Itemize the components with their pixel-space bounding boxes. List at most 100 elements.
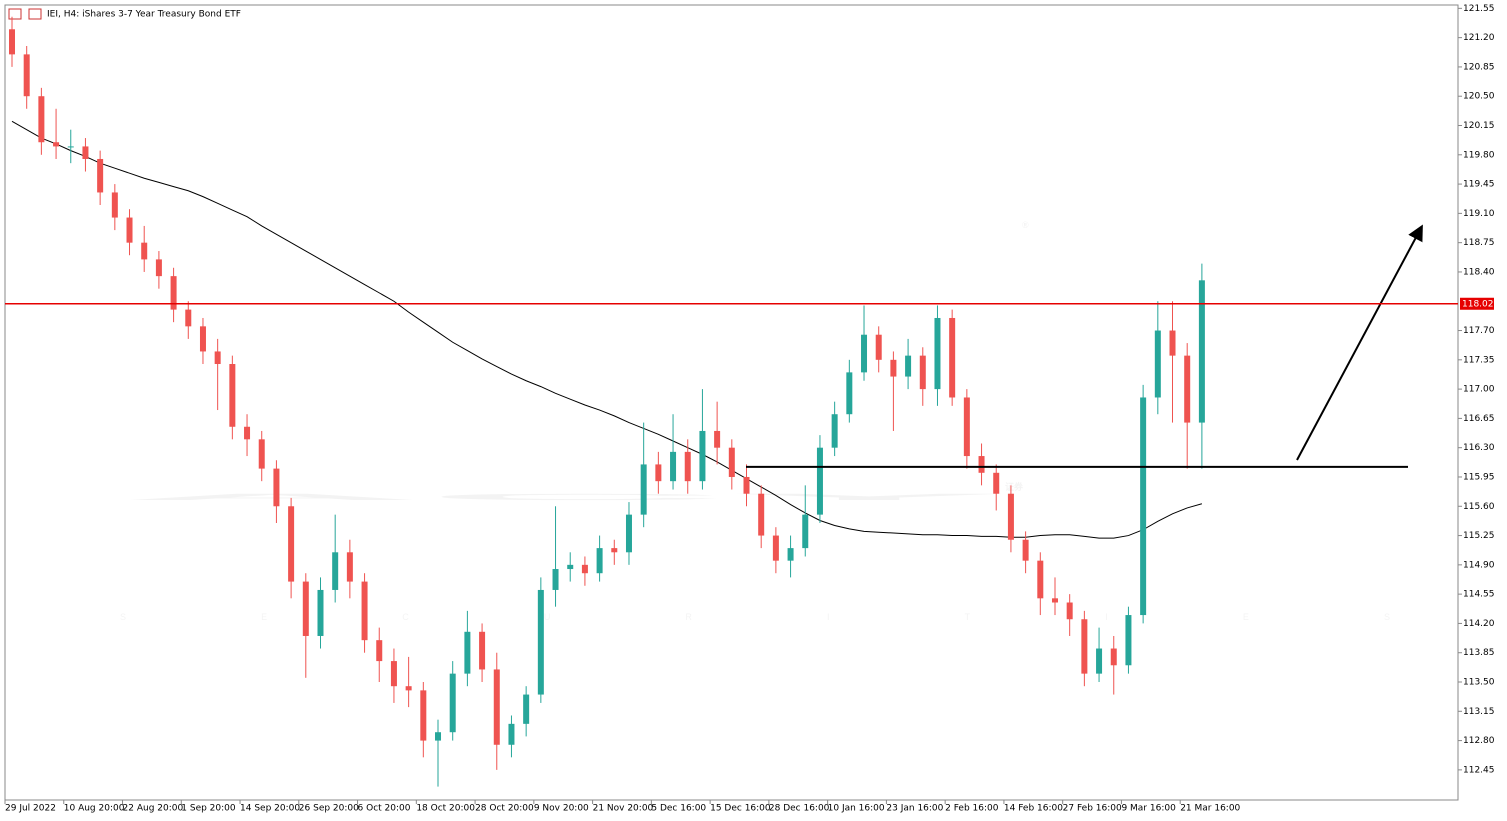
y-tick-label: 112.45 bbox=[1463, 765, 1495, 775]
candle-body bbox=[714, 430, 721, 448]
x-tick-label: 28 Dec 16:00 bbox=[769, 804, 830, 814]
x-tick-label: 23 Jan 16:00 bbox=[886, 804, 943, 814]
candle-body bbox=[831, 414, 838, 448]
candle-body bbox=[1037, 560, 1044, 599]
y-tick-label: 116.30 bbox=[1463, 443, 1495, 453]
y-tick-label: 115.25 bbox=[1463, 531, 1495, 541]
candle-body bbox=[684, 451, 691, 482]
candle-body bbox=[155, 259, 162, 277]
y-tick-label: 114.55 bbox=[1463, 590, 1495, 600]
candle-body bbox=[670, 451, 677, 482]
candle-body bbox=[611, 548, 618, 553]
menu-icon[interactable] bbox=[8, 8, 22, 20]
x-tick-label: 21 Nov 20:00 bbox=[593, 804, 654, 814]
candle-body bbox=[435, 732, 442, 741]
x-tick-label: 26 Sep 20:00 bbox=[299, 804, 359, 814]
candle-body bbox=[38, 96, 45, 143]
candle-body bbox=[993, 472, 1000, 494]
candle-body bbox=[376, 640, 383, 662]
candle-body bbox=[523, 694, 530, 724]
candle-body bbox=[758, 493, 765, 536]
candle-body bbox=[493, 669, 500, 745]
x-tick-label: 22 Aug 20:00 bbox=[123, 804, 184, 814]
y-tick-label: 116.65 bbox=[1463, 414, 1495, 424]
chart-title: IEI, H4: iShares 3-7 Year Treasury Bond … bbox=[47, 10, 241, 20]
candle-body bbox=[816, 447, 823, 515]
x-tick-label: 14 Sep 20:00 bbox=[240, 804, 300, 814]
candle-body bbox=[273, 468, 280, 507]
x-tick-label: 1 Sep 20:00 bbox=[181, 804, 236, 814]
candle-body bbox=[772, 535, 779, 561]
candle-body bbox=[1169, 330, 1176, 356]
candle-body bbox=[552, 569, 559, 590]
y-tick-label: 113.85 bbox=[1463, 648, 1495, 658]
candle-body bbox=[199, 326, 206, 352]
y-tick-label: 112.80 bbox=[1463, 736, 1495, 746]
candle-body bbox=[802, 514, 809, 549]
candle-body bbox=[508, 723, 515, 745]
y-tick-label: 121.20 bbox=[1463, 33, 1495, 43]
candle-body bbox=[1140, 397, 1147, 616]
candle-body bbox=[405, 686, 412, 691]
candle-body bbox=[111, 192, 118, 218]
candle-body bbox=[1154, 330, 1161, 398]
chart-icon[interactable] bbox=[28, 8, 42, 20]
candle-body bbox=[743, 476, 750, 494]
trend-arrow bbox=[1296, 224, 1423, 461]
candle-body bbox=[141, 242, 148, 260]
y-tick-label: 117.00 bbox=[1463, 385, 1495, 395]
candle-body bbox=[97, 158, 104, 193]
candle-body bbox=[699, 430, 706, 482]
candle-body bbox=[288, 506, 295, 582]
y-tick-label: 117.35 bbox=[1463, 355, 1495, 365]
candle-body bbox=[214, 351, 221, 365]
candle-body bbox=[361, 581, 368, 641]
x-tick-label: 9 Nov 20:00 bbox=[534, 804, 589, 814]
candle-body bbox=[787, 548, 794, 561]
y-tick-label: 119.45 bbox=[1463, 180, 1495, 190]
candle-body bbox=[890, 359, 897, 377]
x-tick-label: 10 Jan 16:00 bbox=[828, 804, 885, 814]
candle-body bbox=[1110, 648, 1117, 666]
y-tick-label: 120.85 bbox=[1463, 62, 1495, 72]
watermark-logo: ACY bbox=[120, 492, 1010, 502]
candle-body bbox=[82, 146, 89, 159]
candle-body bbox=[317, 589, 324, 636]
candle-body bbox=[464, 631, 471, 674]
x-tick-label: 2 Feb 16:00 bbox=[945, 804, 999, 814]
candle-body bbox=[302, 581, 309, 636]
x-tick-label: 29 Jul 2022 bbox=[5, 804, 56, 814]
x-tick-label: 14 Feb 16:00 bbox=[1004, 804, 1063, 814]
candle-body bbox=[1022, 539, 1029, 561]
candle-body bbox=[1081, 619, 1088, 674]
candle-body bbox=[332, 552, 339, 590]
watermark-chinese: 证券 bbox=[1005, 481, 1024, 492]
candle-body bbox=[655, 464, 662, 482]
x-tick-label: 27 Feb 16:00 bbox=[1063, 804, 1122, 814]
y-tick-label: 118.75 bbox=[1463, 238, 1495, 248]
candle-body bbox=[581, 564, 588, 574]
y-tick-label: 113.15 bbox=[1463, 707, 1495, 717]
watermark-mark: ® bbox=[1022, 220, 1029, 230]
candle-body bbox=[1198, 280, 1205, 423]
y-tick-label: 120.50 bbox=[1463, 92, 1495, 102]
candle-body bbox=[449, 673, 456, 733]
candle-body bbox=[861, 334, 868, 373]
candle-body bbox=[625, 514, 632, 553]
candle-body bbox=[1096, 648, 1103, 674]
candle-body bbox=[170, 276, 177, 310]
candle-body bbox=[9, 29, 15, 55]
candle-body bbox=[596, 548, 603, 574]
y-tick-label: 121.55 bbox=[1463, 4, 1495, 14]
candle-body bbox=[53, 142, 60, 147]
x-tick-label: 10 Aug 20:00 bbox=[64, 804, 125, 814]
y-tick-label: 120.15 bbox=[1463, 121, 1495, 131]
candle-body bbox=[1007, 493, 1014, 540]
candle-body bbox=[949, 317, 956, 398]
y-tick-label: 115.95 bbox=[1463, 472, 1495, 482]
candle-body bbox=[919, 355, 926, 390]
candle-body bbox=[185, 309, 192, 327]
candle-body bbox=[258, 439, 265, 469]
candle-body bbox=[229, 364, 236, 427]
y-tick-label: 114.20 bbox=[1463, 619, 1495, 629]
